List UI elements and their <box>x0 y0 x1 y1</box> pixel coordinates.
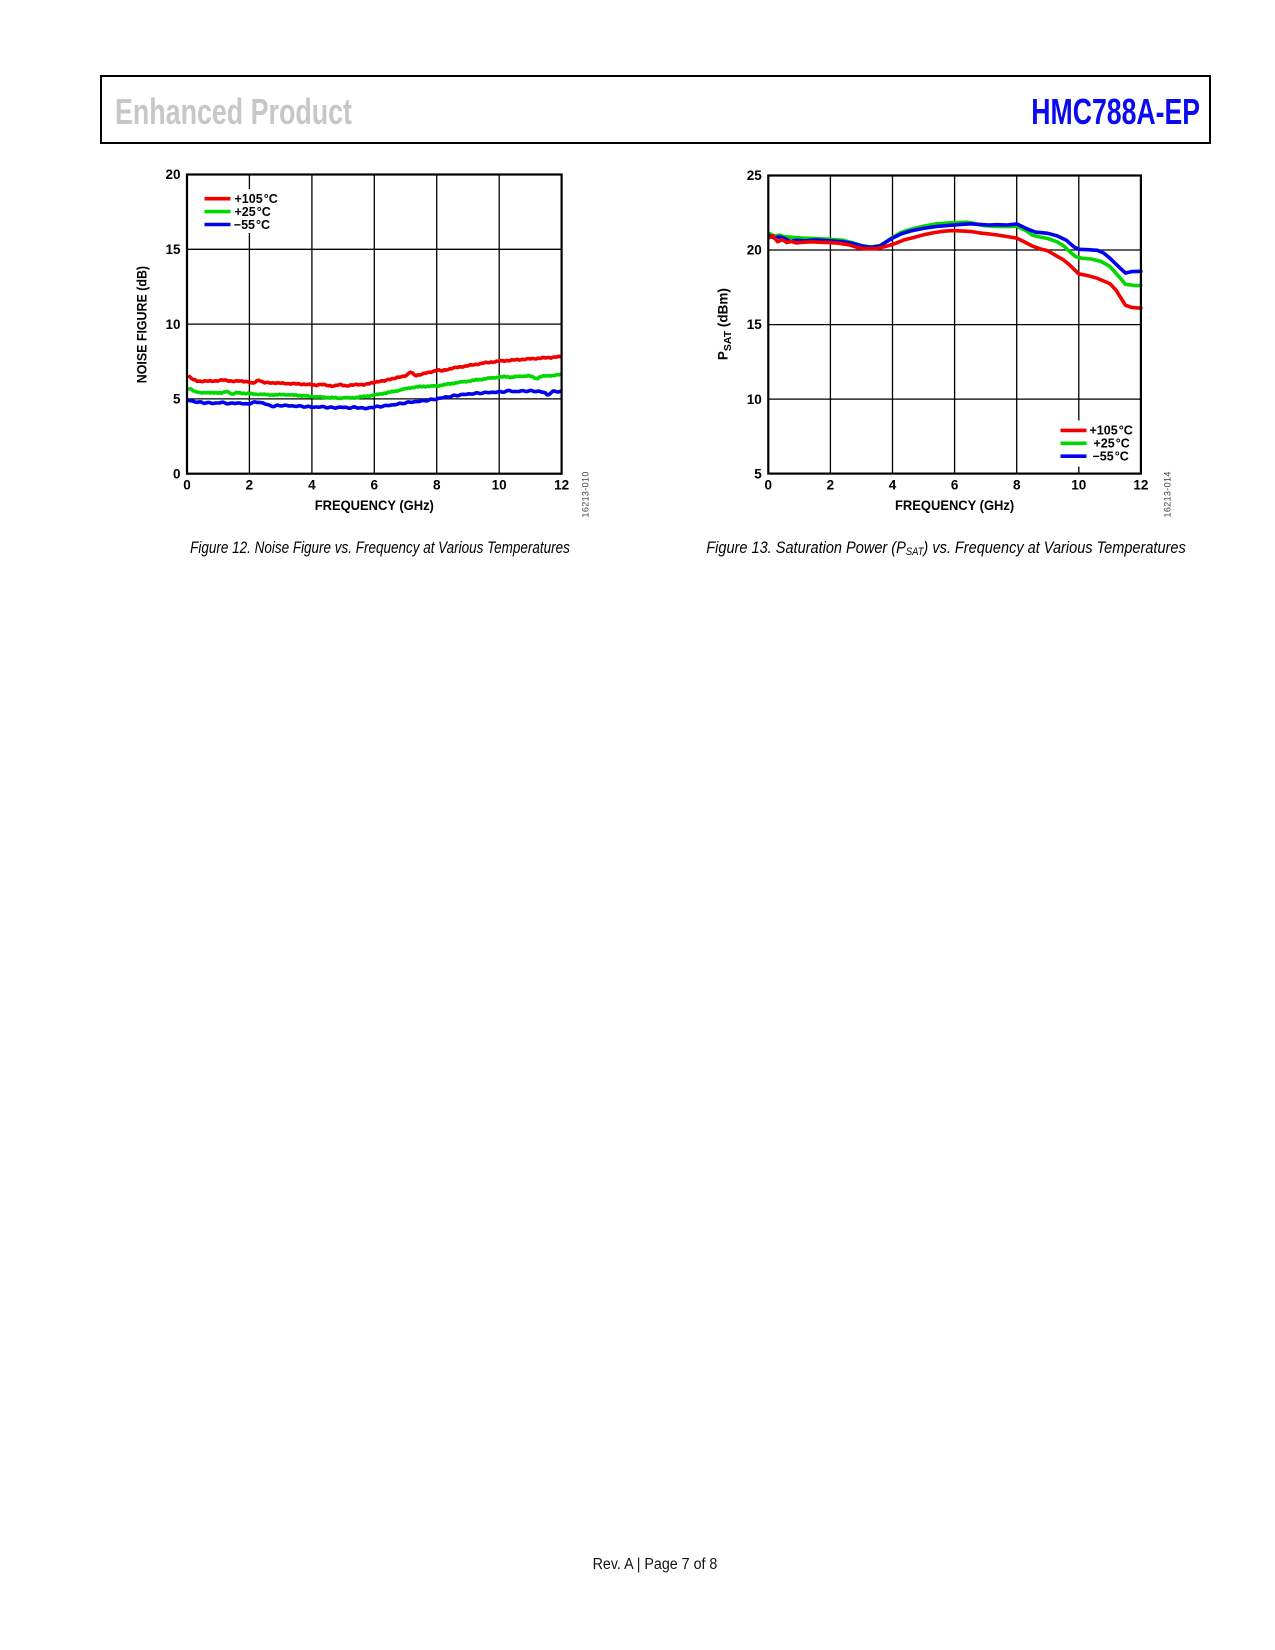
svg-text:+105 °C: +105 °C <box>235 192 278 206</box>
svg-text:2: 2 <box>827 478 835 493</box>
svg-text:10: 10 <box>492 478 507 493</box>
svg-text:NOISE FIGURE (dB): NOISE FIGURE (dB) <box>134 266 150 383</box>
svg-text:15: 15 <box>165 242 181 257</box>
svg-text:−55 °C: −55 °C <box>1093 450 1129 464</box>
svg-text:16213-010: 16213-010 <box>581 471 591 517</box>
svg-text:20: 20 <box>165 167 180 182</box>
svg-text:2: 2 <box>246 478 254 493</box>
svg-text:6: 6 <box>951 478 959 493</box>
svg-text:0: 0 <box>765 478 773 493</box>
svg-text:16213-014: 16213-014 <box>1163 471 1173 517</box>
svg-text:10: 10 <box>747 392 762 407</box>
svg-text:+105 °C: +105 °C <box>1090 424 1133 438</box>
svg-text:15: 15 <box>747 317 763 332</box>
svg-text:−55 °C: −55 °C <box>234 218 270 232</box>
svg-text:6: 6 <box>371 478 379 493</box>
svg-text:5: 5 <box>754 466 762 481</box>
svg-text:8: 8 <box>433 478 441 493</box>
svg-text:20: 20 <box>747 243 762 258</box>
svg-text:10: 10 <box>1071 478 1086 493</box>
svg-text:10: 10 <box>165 317 180 332</box>
svg-text:FREQUENCY (GHz): FREQUENCY (GHz) <box>315 498 434 513</box>
svg-text:12: 12 <box>554 478 569 493</box>
svg-text:0: 0 <box>183 478 191 493</box>
svg-text:+25 °C: +25 °C <box>1094 437 1130 451</box>
svg-text:0: 0 <box>173 466 181 481</box>
svg-text:25: 25 <box>747 168 763 183</box>
svg-text:4: 4 <box>308 478 316 493</box>
svg-text:PSAT (dBm): PSAT (dBm) <box>716 288 735 360</box>
svg-text:12: 12 <box>1133 478 1148 493</box>
svg-text:5: 5 <box>173 392 181 407</box>
svg-text:8: 8 <box>1013 478 1021 493</box>
svg-text:FREQUENCY (GHz): FREQUENCY (GHz) <box>895 498 1014 513</box>
svg-text:4: 4 <box>889 478 897 493</box>
svg-text:+25 °C: +25 °C <box>235 205 271 219</box>
